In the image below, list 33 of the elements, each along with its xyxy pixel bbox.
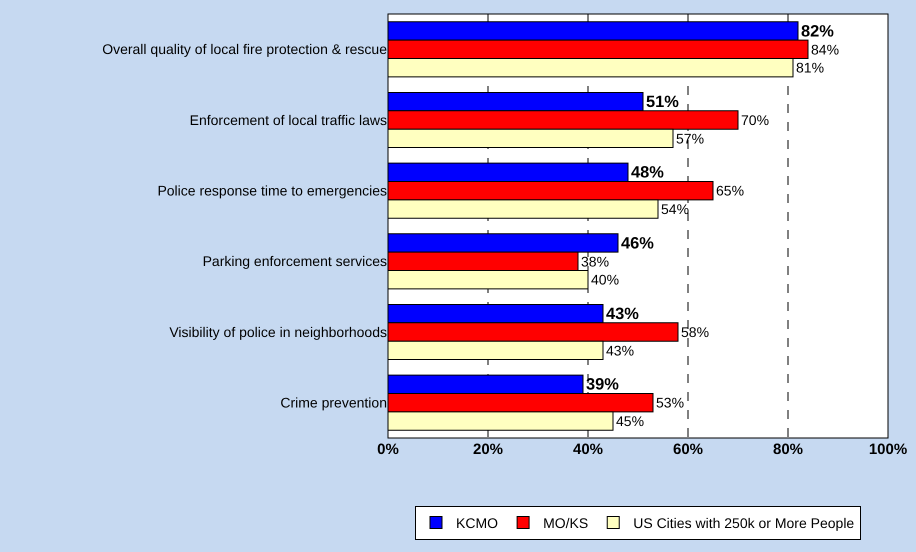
y-tick-label: Police response time to emergencies bbox=[157, 182, 387, 199]
x-tick-label: 40% bbox=[572, 441, 604, 458]
x-tick-label: 60% bbox=[672, 441, 704, 458]
data-label: 43% bbox=[606, 304, 640, 323]
data-label: 46% bbox=[621, 234, 654, 252]
data-label: 40% bbox=[591, 272, 620, 288]
x-tick-label: 0% bbox=[377, 441, 399, 458]
y-tick-label: Crime prevention bbox=[280, 394, 387, 411]
data-label: 81% bbox=[796, 60, 824, 76]
data-label: 54% bbox=[661, 201, 690, 218]
x-tick-label: 20% bbox=[472, 441, 504, 458]
data-label: 57% bbox=[676, 130, 704, 146]
y-tick-label: Enforcement of local traffic laws bbox=[190, 112, 387, 128]
data-label: 43% bbox=[606, 342, 634, 358]
y-tick-label: Parking enforcement services bbox=[202, 253, 387, 270]
legend-label: US Cities with 250k or More People bbox=[633, 514, 854, 531]
y-tick-label: Visibility of police in neighborhoods bbox=[169, 324, 387, 340]
legend-label: KCMO bbox=[456, 514, 498, 531]
data-label: 70% bbox=[741, 112, 770, 128]
data-label: 84% bbox=[811, 41, 840, 58]
data-label: 45% bbox=[616, 413, 644, 430]
data-label: 48% bbox=[631, 164, 664, 182]
x-tick-label: 80% bbox=[772, 441, 804, 458]
data-label: 51% bbox=[646, 92, 680, 111]
data-label: 82% bbox=[801, 22, 834, 40]
data-label: 39% bbox=[586, 376, 620, 394]
x-tick-label: 100% bbox=[868, 441, 908, 458]
data-label: 58% bbox=[681, 324, 710, 340]
y-tick-label: Overall quality of local fire protection & rescue bbox=[102, 41, 388, 58]
data-label: 38% bbox=[581, 253, 610, 270]
legend-label: MO/KS bbox=[543, 514, 588, 531]
data-label: 65% bbox=[716, 182, 744, 199]
data-label: 53% bbox=[656, 394, 684, 411]
